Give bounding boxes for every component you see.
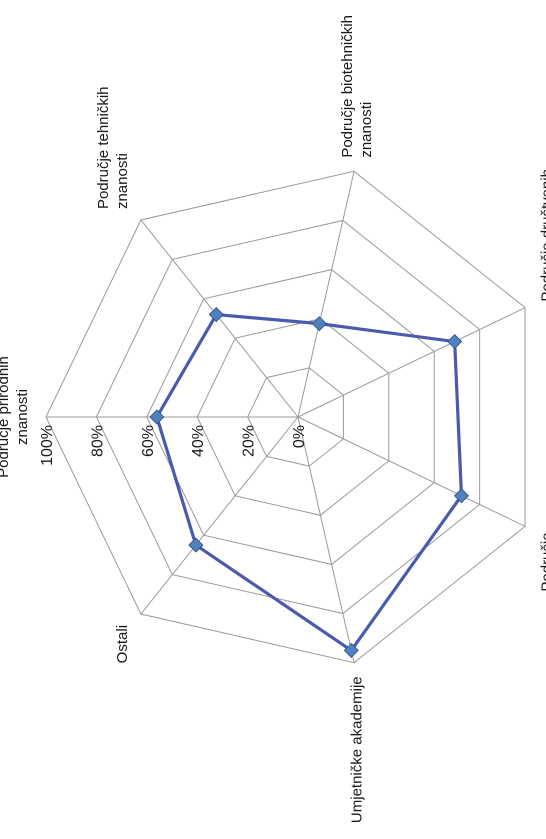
category-label: Područje tehničkih znanosti xyxy=(95,86,131,209)
data-point xyxy=(343,642,359,658)
spoke-6 xyxy=(140,416,299,615)
data-point xyxy=(208,306,224,323)
data-point xyxy=(149,409,165,425)
grid-ring-4 xyxy=(95,219,481,615)
grid-ring-3 xyxy=(146,269,435,565)
grid-ring-2 xyxy=(196,318,390,516)
data-point xyxy=(311,316,327,332)
spoke-2 xyxy=(297,171,355,418)
tick-label: 100% xyxy=(39,425,56,466)
grid-ring-1 xyxy=(247,367,344,467)
series-layer xyxy=(149,306,470,658)
category-label: Umjetničke akademije xyxy=(349,676,366,823)
tick-label: 80% xyxy=(89,425,106,457)
spoke-4 xyxy=(297,416,526,527)
data-point xyxy=(453,488,470,504)
tick-label: 60% xyxy=(140,425,157,457)
data-point xyxy=(188,537,204,553)
spoke-3 xyxy=(297,307,526,418)
category-label: Područjehumanističkihznanosti xyxy=(539,532,546,623)
rotated-plot-group: 0% 20% 40% 60% 80% 100% Područje prirodnihzna… xyxy=(0,15,546,823)
category-label: Ostali xyxy=(114,625,131,663)
category-label: Područje biotehničkih znanosti xyxy=(339,15,375,158)
grid-ring-5 xyxy=(45,170,526,664)
series-line xyxy=(155,312,464,652)
tick-label-layer: 0% 20% 40% 60% 80% 100% xyxy=(39,425,308,466)
tick-label: 0% xyxy=(291,425,308,448)
tick-label: 40% xyxy=(190,425,207,457)
category-label: Područje prirodnihznanosti xyxy=(0,356,31,478)
spoke-5 xyxy=(297,416,355,663)
category-label: Područje društvenihznanosti xyxy=(539,169,546,302)
grid-layer xyxy=(45,170,526,664)
category-label-layer: Područje prirodnihznanosti Područje tehni… xyxy=(0,15,546,823)
tick-label: 20% xyxy=(241,425,258,457)
data-point xyxy=(447,333,463,350)
